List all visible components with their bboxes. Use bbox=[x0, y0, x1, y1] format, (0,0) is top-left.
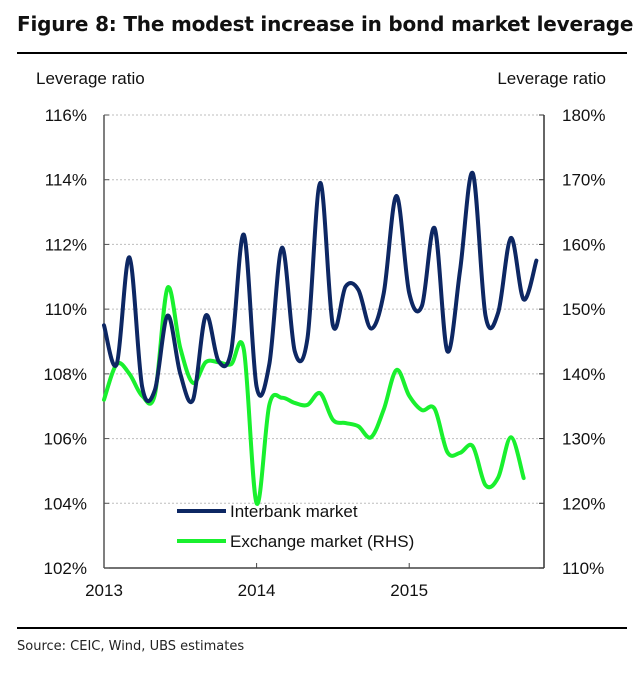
right-tick-label: 120% bbox=[562, 494, 605, 513]
left-tick-label: 104% bbox=[44, 494, 87, 513]
right-axis-label: Leverage ratio bbox=[497, 69, 606, 88]
gridlines bbox=[104, 114, 544, 504]
legend-label-exchange: Exchange market (RHS) bbox=[230, 532, 414, 551]
right-tick-labels: 110% 120% 130% 140% 150% 160% 170% 180% bbox=[562, 106, 605, 578]
right-tick-label: 110% bbox=[562, 559, 604, 578]
left-tick-label: 116% bbox=[45, 106, 87, 125]
source-note: Source: CEIC, Wind, UBS estimates bbox=[17, 639, 245, 654]
figure-title: Figure 8: The modest increase in bond ma… bbox=[17, 12, 634, 36]
right-tick-label: 170% bbox=[562, 171, 605, 190]
left-tick-label: 108% bbox=[44, 365, 87, 384]
x-tick-label: 2013 bbox=[85, 581, 123, 600]
left-tick-labels: 102% 104% 106% 108% 110% 112% 114% 116% bbox=[44, 106, 87, 578]
legend: Interbank market Exchange market (RHS) bbox=[177, 502, 414, 551]
title-rule bbox=[17, 52, 627, 54]
source-rule bbox=[17, 627, 627, 629]
right-tick-label: 150% bbox=[562, 300, 605, 319]
legend-label-interbank: Interbank market bbox=[230, 502, 358, 521]
x-tick-label: 2014 bbox=[238, 581, 276, 600]
right-tick-label: 180% bbox=[562, 106, 605, 125]
left-tick-label: 112% bbox=[45, 235, 87, 254]
right-tick-label: 130% bbox=[562, 430, 605, 449]
series-lines bbox=[102, 171, 539, 506]
left-axis-label: Leverage ratio bbox=[36, 69, 145, 88]
left-tick-label: 114% bbox=[45, 171, 87, 190]
x-tick-labels: 2013 2014 2015 bbox=[85, 581, 428, 600]
right-tick-label: 160% bbox=[562, 235, 605, 254]
right-tick-label: 140% bbox=[562, 365, 605, 384]
exchange-market-line bbox=[102, 285, 526, 506]
axes bbox=[103, 114, 545, 569]
x-tick-label: 2015 bbox=[390, 581, 428, 600]
left-tick-label: 102% bbox=[44, 559, 87, 578]
interbank-market-line bbox=[102, 171, 539, 404]
left-tick-label: 106% bbox=[44, 430, 87, 449]
left-tick-label: 110% bbox=[45, 300, 87, 319]
